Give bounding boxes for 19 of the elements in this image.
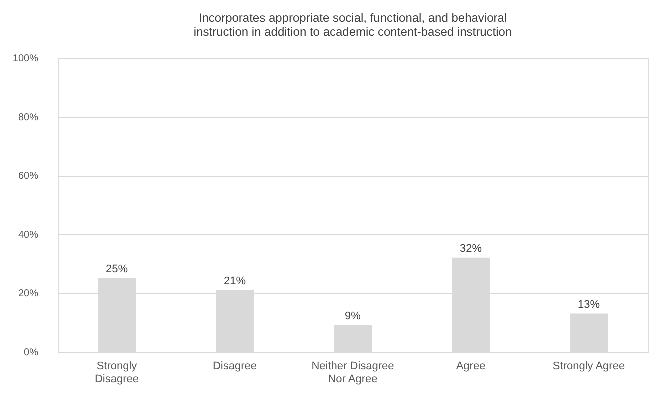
data-label: 13% bbox=[578, 298, 600, 311]
y-tick-label: 40% bbox=[18, 230, 39, 241]
x-tick-label: Strongly Agree bbox=[552, 360, 626, 372]
x-tick-label: Disagree bbox=[212, 360, 258, 372]
x-tick-label: Strongly Disagree bbox=[94, 360, 140, 386]
y-tick-label: 20% bbox=[18, 288, 39, 300]
data-label: 9% bbox=[345, 310, 362, 323]
x-tick-label: Neither Disagree Nor Agree bbox=[312, 360, 394, 386]
y-tick-label: 80% bbox=[18, 112, 39, 124]
y-tick-label: 0% bbox=[24, 348, 39, 358]
bar bbox=[570, 314, 608, 352]
y-tick-label: 100% bbox=[12, 54, 39, 64]
bar bbox=[334, 326, 372, 352]
data-label: 25% bbox=[106, 264, 128, 276]
y-tick-label: 60% bbox=[18, 171, 39, 182]
data-label: 21% bbox=[224, 275, 246, 288]
x-tick-label: Agree bbox=[456, 360, 486, 372]
chart-title: Incorporates appropriate social, functional, and behavioral instruction in addition to academic content-based instruction bbox=[194, 11, 512, 39]
data-label: 32% bbox=[460, 242, 482, 255]
